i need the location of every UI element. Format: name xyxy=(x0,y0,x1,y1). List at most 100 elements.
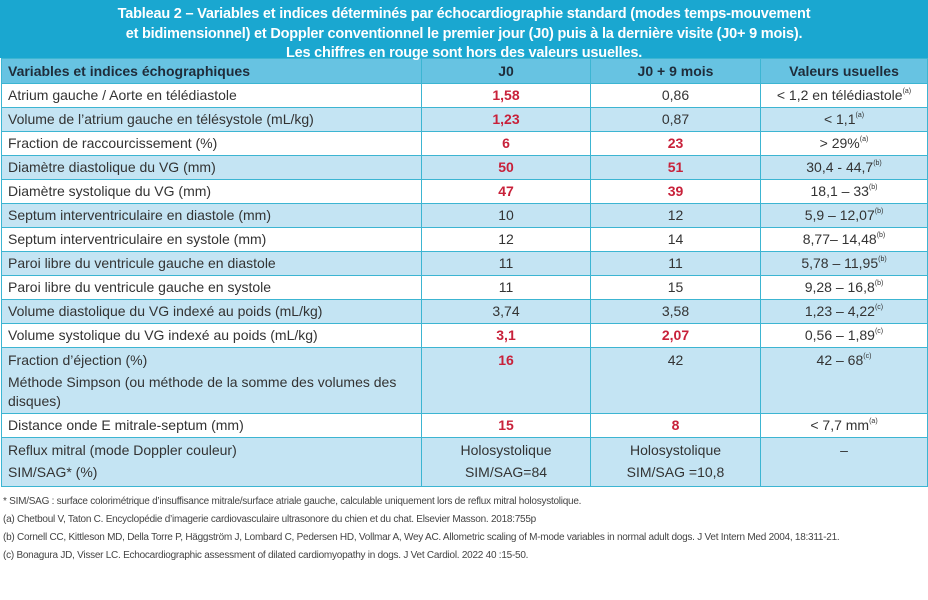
reference-note: (c) xyxy=(874,304,884,311)
reference-text: < 1,2 en télédiastole xyxy=(776,87,903,103)
header-row: Variables et indices échographiques J0 J… xyxy=(1,58,928,84)
value-j0: 11 xyxy=(421,275,591,300)
reference-value: < 7,7 mm(a) xyxy=(760,413,928,438)
value-j9: 11 xyxy=(590,251,761,276)
reference-value: 18,1 – 33(b) xyxy=(760,179,928,204)
value-j0: 15 xyxy=(421,413,591,438)
value-j9: 0,86 xyxy=(590,83,761,108)
value-j9: 23 xyxy=(590,131,761,156)
value-line-1: Holosystolique xyxy=(460,442,552,458)
table-row: Diamètre diastolique du VG (mm) 50 51 30,4 … xyxy=(1,155,928,180)
reference-value: 5,9 – 12,07(b) xyxy=(760,203,928,228)
value-j9: Holosystolique SIM/SAG =10,8 xyxy=(590,437,761,487)
reference-value: 42 – 68(c) xyxy=(760,347,928,414)
row-label: Septum interventriculaire en systole (mm… xyxy=(1,227,422,252)
reference-value: 9,28 – 16,8(b) xyxy=(760,275,928,300)
value-line-1: Holosystolique xyxy=(629,442,722,458)
reference-text: 8,77– 14,48 xyxy=(802,231,877,247)
footnote-a: (a) Chetboul V, Taton C. Encyclopédie d’… xyxy=(3,514,536,525)
value-j0: 12 xyxy=(421,227,591,252)
reference-text: 5,9 – 12,07 xyxy=(804,207,875,223)
title-line-3: Les chiffres en rouge sont hors des vale… xyxy=(285,45,643,61)
row-label: Fraction de raccourcissement (%) xyxy=(1,131,422,156)
header-j0: J0 xyxy=(421,58,591,84)
reference-note: (a) xyxy=(902,88,912,95)
title-line-1: Tableau 2 – Variables et indices détermi… xyxy=(117,6,811,22)
value-j9: 42 xyxy=(590,347,761,414)
row-label: Septum interventriculaire en diastole (m… xyxy=(1,203,422,228)
reference-text: > 29% xyxy=(819,135,860,151)
value-j9: 3,58 xyxy=(590,299,761,324)
value-j0: 6 xyxy=(421,131,591,156)
table-row: Fraction de raccourcissement (%) 6 23 > 29%… xyxy=(1,131,928,156)
reference-text: 1,23 – 4,22 xyxy=(804,303,875,319)
value-j0: 11 xyxy=(421,251,591,276)
value-j9: 14 xyxy=(590,227,761,252)
echo-table: Variables et indices échographiques J0 J… xyxy=(1,58,928,487)
row-label: Paroi libre du ventricule gauche en syst… xyxy=(1,275,422,300)
value-j0: 3,74 xyxy=(421,299,591,324)
label-line-1: Reflux mitral (mode Doppler couleur) xyxy=(8,442,237,458)
reference-value: < 1,1(a) xyxy=(760,107,928,132)
value-j0: 16 xyxy=(421,347,591,414)
row-label: Diamètre systolique du VG (mm) xyxy=(1,179,422,204)
table-row: Paroi libre du ventricule gauche en syst… xyxy=(1,275,928,300)
value-j0: Holosystolique SIM/SAG=84 xyxy=(421,437,591,487)
row-label: Reflux mitral (mode Doppler couleur) SIM/… xyxy=(1,437,422,487)
table-row-ejection-fraction: Fraction d’éjection (%) Méthode Simpson (… xyxy=(1,347,928,414)
table-row: Volume diastolique du VG indexé au poids… xyxy=(1,299,928,324)
table-row: Volume de l’atrium gauche en télésystole… xyxy=(1,107,928,132)
reference-value: 0,56 – 1,89(c) xyxy=(760,323,928,348)
row-label: Volume systolique du VG indexé au poids … xyxy=(1,323,422,348)
reference-text: 18,1 – 33 xyxy=(810,183,869,199)
row-label: Atrium gauche / Aorte en télédiastole xyxy=(1,83,422,108)
value-j9: 51 xyxy=(590,155,761,180)
value-j9: 2,07 xyxy=(590,323,761,348)
reference-value: 1,23 – 4,22(c) xyxy=(760,299,928,324)
label-line-1: Fraction d’éjection (%) xyxy=(8,352,148,368)
footnote-b: (b) Cornell CC, Kittleson MD, Della Torr… xyxy=(3,532,840,543)
row-label: Volume de l’atrium gauche en télésystole… xyxy=(1,107,422,132)
header-ref: Valeurs usuelles xyxy=(760,58,928,84)
value-j0: 3,1 xyxy=(421,323,591,348)
table-row-reflux: Reflux mitral (mode Doppler couleur) SIM/… xyxy=(1,437,928,487)
value-j0: 10 xyxy=(421,203,591,228)
value-j9: 0,87 xyxy=(590,107,761,132)
row-label: Distance onde E mitrale-septum (mm) xyxy=(1,413,422,438)
reference-note: (b) xyxy=(868,184,878,191)
reference-text: < 7,7 mm xyxy=(810,417,870,433)
row-label: Paroi libre du ventricule gauche en dias… xyxy=(1,251,422,276)
value-j0: 47 xyxy=(421,179,591,204)
reference-note: (b) xyxy=(874,280,884,287)
row-label: Fraction d’éjection (%) Méthode Simpson (… xyxy=(1,347,422,414)
reference-text: 30,4 - 44,7 xyxy=(806,159,874,175)
reference-note: (a) xyxy=(859,136,869,143)
value-j9: 39 xyxy=(590,179,761,204)
footnotes: * SIM/SAG : surface colorimétrique d’ins… xyxy=(0,495,928,562)
table-row: Diamètre systolique du VG (mm) 47 39 18,1 –… xyxy=(1,179,928,204)
reference-note: (a) xyxy=(869,418,878,425)
table-row: Paroi libre du ventricule gauche en dias… xyxy=(1,251,928,276)
reference-text: 42 – 68 xyxy=(816,352,864,368)
row-label: Volume diastolique du VG indexé au poids… xyxy=(1,299,422,324)
label-line-2: Méthode Simpson (ou méthode de la somme … xyxy=(8,374,397,409)
label-line-2: SIM/SAG* (%) xyxy=(8,464,98,480)
reference-note: (b) xyxy=(874,208,884,215)
table-row: Septum interventriculaire en systole (mm… xyxy=(1,227,928,252)
value-j9: 15 xyxy=(590,275,761,300)
table-row: Atrium gauche / Aorte en télédiastole 1,5… xyxy=(1,83,928,108)
table-row-distance: Distance onde E mitrale-septum (mm) 15 8 < … xyxy=(1,413,928,438)
value-j0: 1,23 xyxy=(421,107,591,132)
reference-value: > 29%(a) xyxy=(760,131,928,156)
table-row: Volume systolique du VG indexé au poids … xyxy=(1,323,928,348)
reference-note: (b) xyxy=(876,232,886,239)
value-j9: 12 xyxy=(590,203,761,228)
value-j9: 8 xyxy=(590,413,761,438)
reference-note: (a) xyxy=(855,112,865,119)
table-title: Tableau 2 – Variables et indices détermi… xyxy=(0,0,928,61)
reference-value: 8,77– 14,48(b) xyxy=(760,227,928,252)
footnote-star: * SIM/SAG : surface colorimétrique d’ins… xyxy=(3,496,582,507)
reference-text: < 1,1 xyxy=(823,111,856,127)
reference-value: 5,78 – 11,95(b) xyxy=(760,251,928,276)
value-j0: 1,58 xyxy=(421,83,591,108)
